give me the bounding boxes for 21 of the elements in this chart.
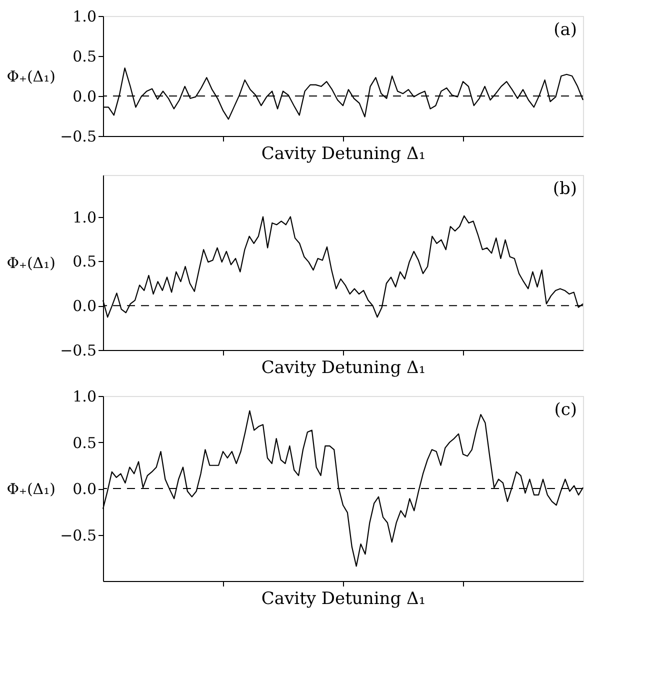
y-tick-label: 0.5 <box>72 434 96 452</box>
annotation: (b) <box>552 179 577 199</box>
y-axis-title: Φ₊(Δ₁) <box>6 480 56 498</box>
y-tick-label: −0.5 <box>60 526 96 544</box>
annotation: (a) <box>554 20 577 40</box>
y-axis-title: Φ₊(Δ₁) <box>6 254 56 272</box>
x-axis-title: Cavity Detuning Δ₁ <box>261 144 426 164</box>
y-tick-label: 1.0 <box>72 8 96 26</box>
y-tick-label: 0.5 <box>72 252 96 271</box>
y-tick-label: 0.0 <box>72 88 96 106</box>
y-tick-label: 0.0 <box>72 297 96 316</box>
y-tick-label: 1.0 <box>72 208 96 226</box>
y-tick-label: −0.5 <box>60 128 96 146</box>
y-tick-label: −0.5 <box>60 342 96 360</box>
x-axis-title: Cavity Detuning Δ₁ <box>261 589 426 609</box>
x-axis-title: Cavity Detuning Δ₁ <box>261 358 426 378</box>
y-tick-label: 0.0 <box>72 480 96 498</box>
y-tick-label: 1.0 <box>72 388 96 406</box>
annotation: (c) <box>554 400 577 420</box>
y-tick-label: 0.5 <box>72 48 96 66</box>
y-axis-title: Φ₊(Δ₁) <box>6 68 56 86</box>
